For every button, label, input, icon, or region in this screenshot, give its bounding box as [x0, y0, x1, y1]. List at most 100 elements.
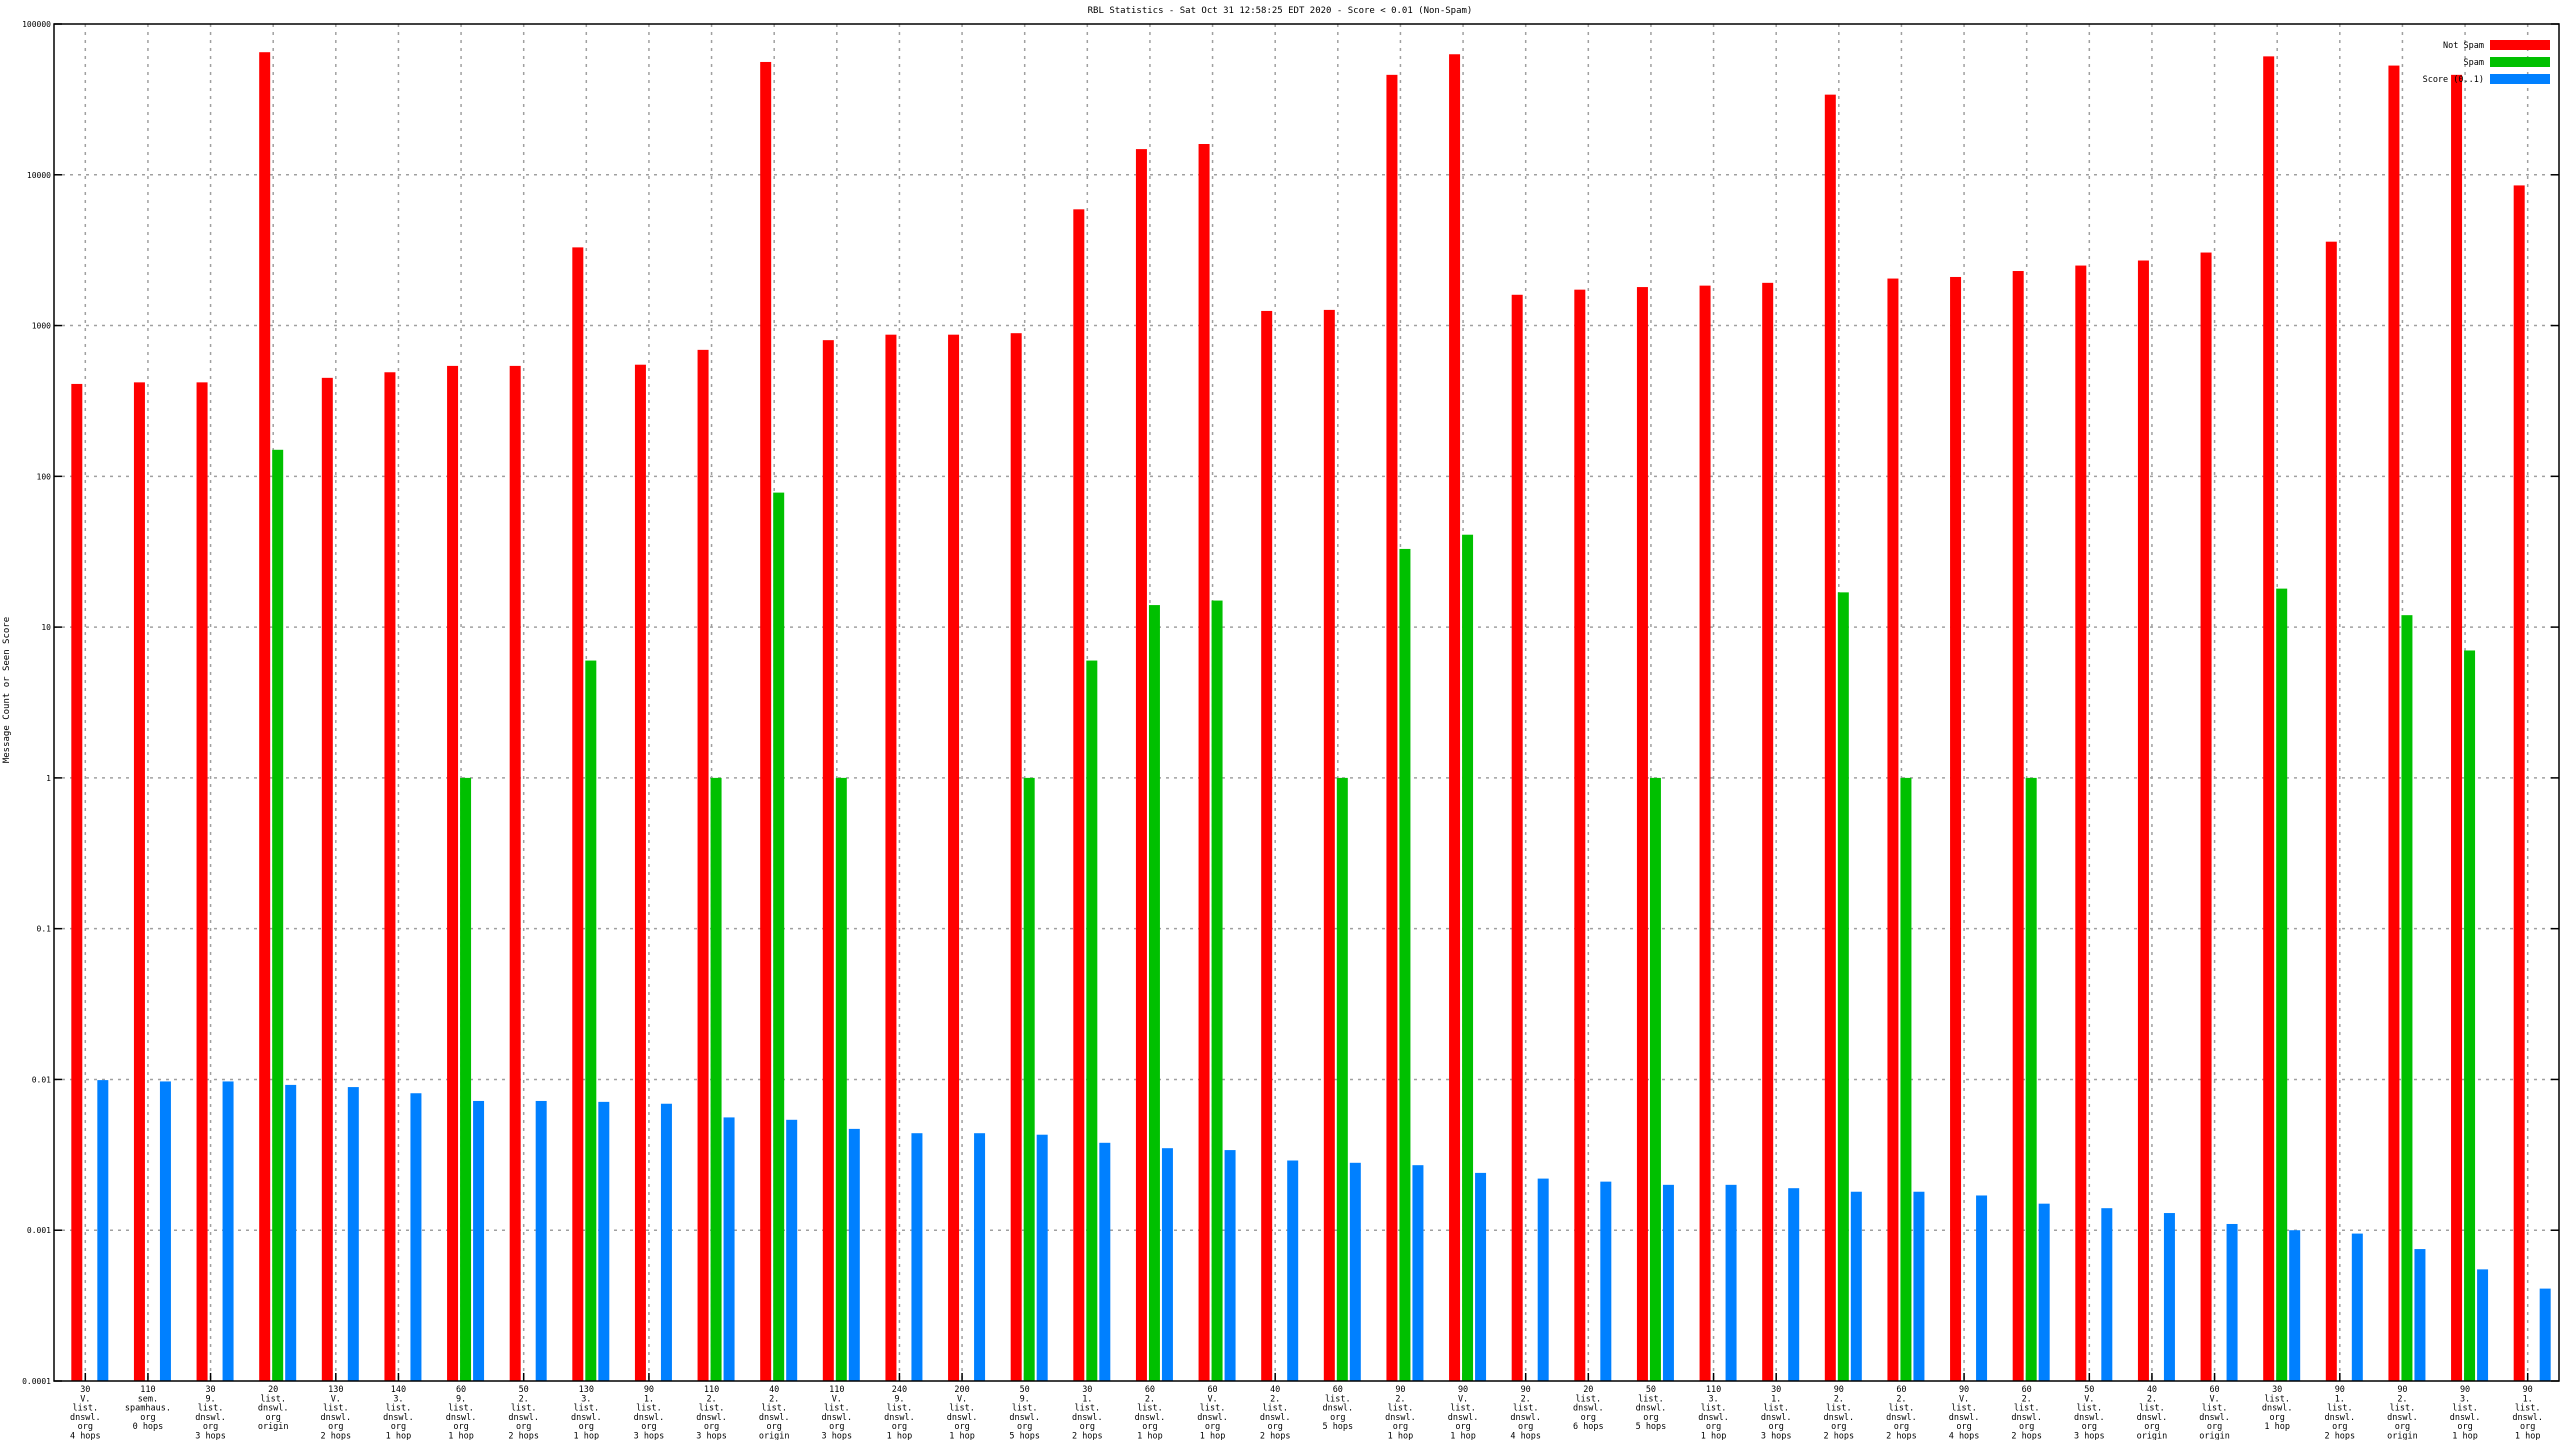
y-axis-label: Message Count or Seen Score: [2, 617, 12, 763]
bar-spam: [835, 777, 847, 1381]
bar-score-0-1: [911, 1133, 923, 1381]
y-tick-label: 100000: [22, 20, 51, 29]
bar-not-spam: [2388, 65, 2400, 1381]
bars: [71, 52, 2551, 1382]
x-tick-label: 60 2. list. dnswl. org 2 hops: [1886, 1385, 1917, 1440]
x-tick-label: 90 2. list. dnswl. org origin: [2387, 1385, 2418, 1440]
y-tick-label: 1000: [32, 322, 51, 331]
x-tick-label: 130 3. list. dnswl. org 1 hop: [571, 1385, 602, 1440]
bar-not-spam: [1198, 144, 1210, 1382]
x-tick-label: 60 9. list. dnswl. org 1 hop: [446, 1385, 477, 1440]
bar-score-0-1: [1287, 1160, 1299, 1381]
bar-score-0-1: [347, 1087, 359, 1381]
x-tick-label: 50 2. list. dnswl. org 2 hops: [508, 1385, 539, 1440]
bar-score-0-1: [786, 1119, 798, 1381]
bar-not-spam: [2451, 74, 2463, 1381]
bar-score-0-1: [1537, 1178, 1549, 1381]
bar-not-spam: [509, 365, 521, 1381]
x-tick-label: 90 2. list. dnswl. org 4 hops: [1510, 1385, 1541, 1440]
bar-score-0-1: [1725, 1184, 1737, 1381]
bar-spam: [272, 449, 284, 1381]
legend-swatch: [2490, 40, 2550, 50]
bar-not-spam: [1449, 54, 1461, 1381]
x-tick-label: 140 3. list. dnswl. org 1 hop: [383, 1385, 414, 1440]
x-tick-label: 60 V. list. dnswl. org origin: [2199, 1385, 2230, 1440]
y-tick-label: 10: [41, 623, 51, 632]
x-tick-label: 40 2. list. dnswl. org origin: [759, 1385, 790, 1440]
bar-not-spam: [2075, 265, 2087, 1381]
bar-score-0-1: [1976, 1195, 1988, 1381]
bar-score-0-1: [473, 1100, 485, 1381]
bar-not-spam: [572, 247, 584, 1381]
bar-not-spam: [2325, 241, 2337, 1382]
x-tick-label: 110 3. list. dnswl. org 1 hop: [1698, 1385, 1729, 1440]
y-tick-label: 10000: [27, 171, 51, 180]
bar-score-0-1: [2163, 1213, 2175, 1381]
bar-not-spam: [2012, 271, 2024, 1382]
bar-not-spam: [1135, 149, 1147, 1382]
bar-score-0-1: [1224, 1150, 1236, 1381]
bar-not-spam: [1511, 294, 1523, 1381]
bar-not-spam: [1950, 276, 1962, 1381]
x-tick-label: 50 V. list. dnswl. org 3 hops: [2074, 1385, 2105, 1440]
x-tick-label: 30 V. list. dnswl. org 4 hops: [70, 1385, 101, 1440]
bar-spam: [773, 492, 785, 1382]
bar-not-spam: [71, 383, 83, 1381]
bar-not-spam: [1323, 309, 1335, 1381]
x-tick-label: 90 1. list. dnswl. org 3 hops: [634, 1385, 665, 1440]
bar-not-spam: [822, 340, 834, 1381]
bar-score-0-1: [159, 1081, 171, 1381]
x-tick-label: 30 1. list. dnswl. org 2 hops: [1072, 1385, 1103, 1440]
bar-score-0-1: [1412, 1165, 1424, 1381]
bar-spam: [585, 660, 597, 1381]
bar-not-spam: [447, 365, 459, 1381]
bar-score-0-1: [2351, 1233, 2363, 1381]
bar-score-0-1: [598, 1101, 610, 1381]
bar-score-0-1: [974, 1133, 986, 1381]
x-tick-label: 110 sem. spamhaus. org 0 hops: [125, 1385, 171, 1432]
plot-frame: [53, 23, 2560, 1382]
bar-score-0-1: [2289, 1230, 2301, 1381]
bar-score-0-1: [2477, 1269, 2489, 1381]
x-tick-label: 110 V. list. dnswl. org 3 hops: [821, 1385, 852, 1440]
x-tick-label: 30 list. dnswl. org 1 hop: [2262, 1385, 2293, 1432]
bar-not-spam: [1636, 287, 1648, 1381]
bar-score-0-1: [1349, 1162, 1361, 1381]
bar-not-spam: [1887, 278, 1899, 1381]
bar-not-spam: [885, 334, 897, 1382]
bar-spam: [1336, 777, 1348, 1381]
bar-not-spam: [1010, 333, 1022, 1382]
bar-spam: [2276, 588, 2288, 1381]
bar-not-spam: [2137, 260, 2149, 1381]
bar-score-0-1: [1161, 1148, 1173, 1381]
bar-score-0-1: [410, 1093, 422, 1381]
bar-not-spam: [196, 382, 208, 1381]
bar-score-0-1: [723, 1117, 735, 1381]
x-tick-label: 40 2. list. dnswl. org origin: [2137, 1385, 2168, 1440]
bar-score-0-1: [1475, 1172, 1487, 1381]
bar-not-spam: [948, 334, 960, 1382]
bar-score-0-1: [1913, 1191, 1925, 1381]
bar-score-0-1: [285, 1084, 297, 1381]
y-tick-label: 1: [46, 774, 51, 783]
legend-label: Not Spam: [2443, 41, 2484, 51]
bar-not-spam: [1824, 94, 1836, 1381]
bar-score-0-1: [1788, 1188, 1800, 1381]
x-tick-label: 90 3. list. dnswl. org 1 hop: [2450, 1385, 2481, 1440]
bar-score-0-1: [2539, 1288, 2551, 1381]
x-axis-tick-labels: 30 V. list. dnswl. org 4 hops 110 sem. spamhaus.…: [70, 1385, 2543, 1440]
bar-score-0-1: [97, 1080, 109, 1381]
bar-score-0-1: [2226, 1223, 2238, 1381]
x-tick-label: 20 list. dnswl. org origin: [258, 1385, 289, 1432]
bar-spam: [1900, 777, 1912, 1381]
bar-not-spam: [1762, 282, 1774, 1381]
bar-spam: [2025, 777, 2037, 1381]
bar-not-spam: [697, 349, 709, 1382]
x-tick-label: 110 2. list. dnswl. org 3 hops: [696, 1385, 727, 1440]
x-tick-label: 60 2. list. dnswl. org 2 hops: [2011, 1385, 2042, 1440]
bar-not-spam: [1699, 285, 1711, 1381]
bar-not-spam: [133, 382, 145, 1381]
x-tick-label: 90 1. list. dnswl. org 2 hops: [2324, 1385, 2355, 1440]
grid-lines: [54, 24, 2559, 1381]
bar-not-spam: [2200, 252, 2212, 1381]
